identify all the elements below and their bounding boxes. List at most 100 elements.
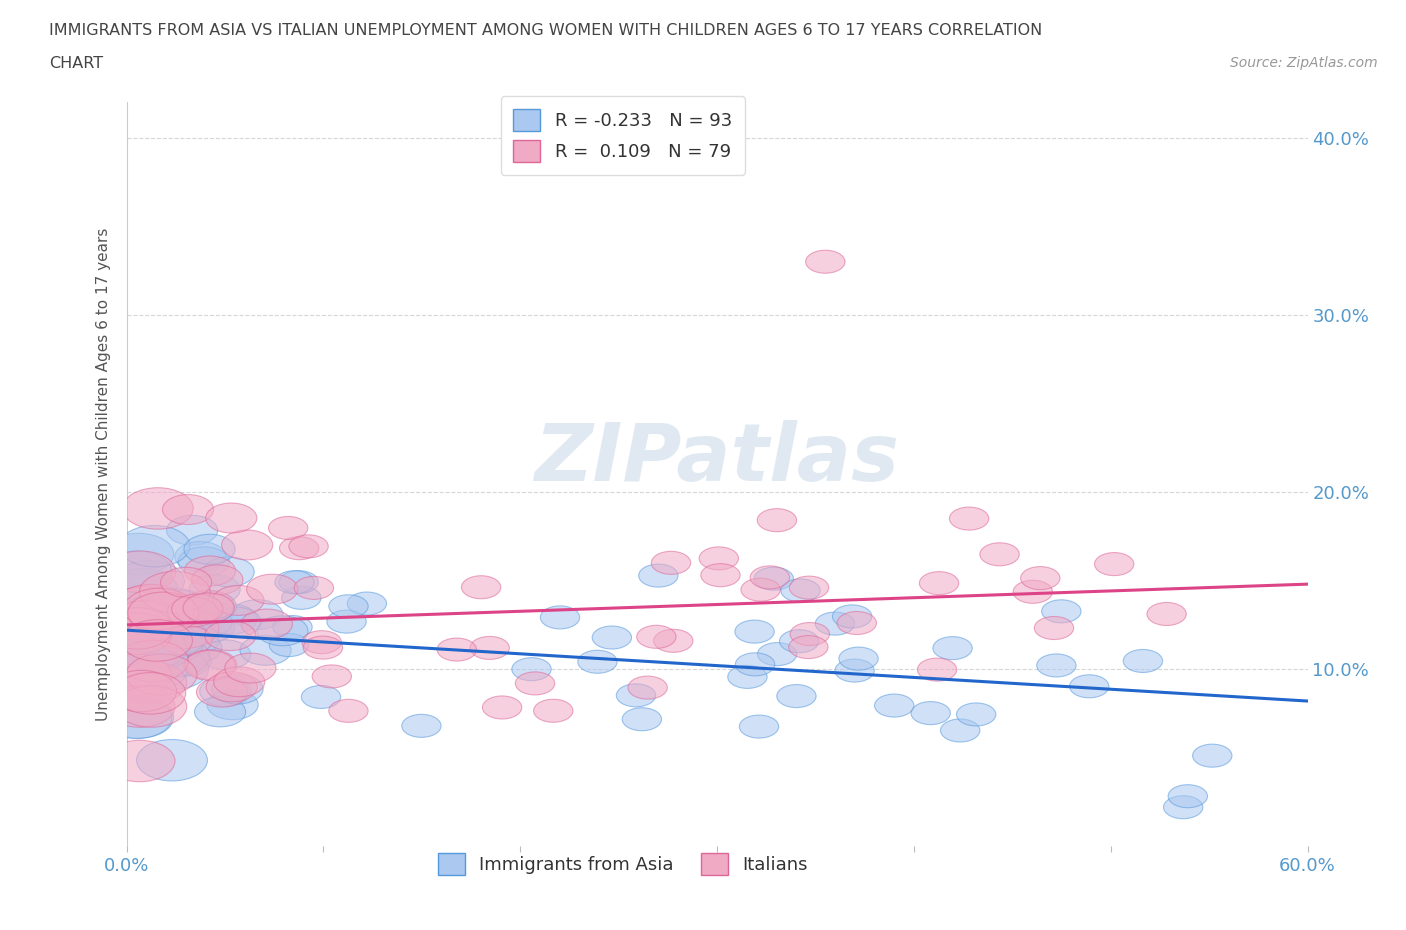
Ellipse shape <box>191 565 243 595</box>
Ellipse shape <box>115 662 187 703</box>
Ellipse shape <box>837 612 876 634</box>
Ellipse shape <box>184 613 235 643</box>
Ellipse shape <box>172 594 224 624</box>
Ellipse shape <box>125 611 195 653</box>
Ellipse shape <box>139 589 209 630</box>
Ellipse shape <box>160 567 212 597</box>
Ellipse shape <box>101 654 172 696</box>
Ellipse shape <box>790 622 830 645</box>
Ellipse shape <box>101 551 172 592</box>
Y-axis label: Unemployment Among Women with Children Ages 6 to 17 years: Unemployment Among Women with Children A… <box>96 228 111 721</box>
Ellipse shape <box>934 637 973 659</box>
Ellipse shape <box>741 578 780 601</box>
Ellipse shape <box>184 650 235 681</box>
Ellipse shape <box>789 576 828 599</box>
Ellipse shape <box>121 595 191 636</box>
Ellipse shape <box>205 503 257 533</box>
Ellipse shape <box>1147 603 1187 626</box>
Ellipse shape <box>269 516 308 539</box>
Ellipse shape <box>205 620 256 651</box>
Ellipse shape <box>1070 675 1109 698</box>
Ellipse shape <box>1164 796 1204 818</box>
Ellipse shape <box>512 658 551 681</box>
Ellipse shape <box>122 487 193 529</box>
Ellipse shape <box>160 625 212 655</box>
Ellipse shape <box>115 685 187 727</box>
Ellipse shape <box>222 530 273 560</box>
Ellipse shape <box>1168 785 1208 808</box>
Ellipse shape <box>117 595 188 637</box>
Ellipse shape <box>242 609 292 639</box>
Ellipse shape <box>534 699 574 723</box>
Ellipse shape <box>461 576 501 599</box>
Ellipse shape <box>294 577 333 600</box>
Ellipse shape <box>166 515 218 545</box>
Ellipse shape <box>101 626 172 668</box>
Ellipse shape <box>194 697 246 727</box>
Ellipse shape <box>280 537 319 560</box>
Ellipse shape <box>136 739 208 781</box>
Ellipse shape <box>138 636 209 677</box>
Ellipse shape <box>578 650 617 673</box>
Ellipse shape <box>288 535 328 558</box>
Ellipse shape <box>108 603 180 644</box>
Text: ZIPatlas: ZIPatlas <box>534 420 900 498</box>
Ellipse shape <box>101 698 172 738</box>
Ellipse shape <box>207 671 257 702</box>
Ellipse shape <box>1192 744 1232 767</box>
Ellipse shape <box>184 556 235 586</box>
Ellipse shape <box>118 640 188 682</box>
Ellipse shape <box>735 653 775 676</box>
Ellipse shape <box>136 615 207 657</box>
Ellipse shape <box>200 640 250 670</box>
Ellipse shape <box>482 696 522 719</box>
Ellipse shape <box>120 630 190 671</box>
Ellipse shape <box>188 575 240 604</box>
Ellipse shape <box>225 653 276 683</box>
Ellipse shape <box>101 607 173 649</box>
Text: IMMIGRANTS FROM ASIA VS ITALIAN UNEMPLOYMENT AMONG WOMEN WITH CHILDREN AGES 6 TO: IMMIGRANTS FROM ASIA VS ITALIAN UNEMPLOY… <box>49 23 1042 38</box>
Ellipse shape <box>789 635 828 658</box>
Ellipse shape <box>104 740 174 782</box>
Ellipse shape <box>115 672 186 714</box>
Ellipse shape <box>212 674 263 704</box>
Ellipse shape <box>181 607 232 637</box>
Ellipse shape <box>232 600 283 630</box>
Ellipse shape <box>183 591 235 620</box>
Ellipse shape <box>205 604 257 634</box>
Ellipse shape <box>516 671 555 695</box>
Ellipse shape <box>1035 617 1074 640</box>
Ellipse shape <box>183 593 235 623</box>
Ellipse shape <box>104 685 174 727</box>
Ellipse shape <box>257 616 308 645</box>
Ellipse shape <box>1036 654 1076 677</box>
Ellipse shape <box>103 697 174 738</box>
Ellipse shape <box>209 607 262 637</box>
Ellipse shape <box>1014 580 1053 604</box>
Ellipse shape <box>110 601 180 642</box>
Ellipse shape <box>1094 552 1133 576</box>
Ellipse shape <box>806 250 845 273</box>
Ellipse shape <box>160 646 211 676</box>
Ellipse shape <box>728 665 768 688</box>
Ellipse shape <box>735 620 775 644</box>
Ellipse shape <box>163 495 214 525</box>
Ellipse shape <box>835 659 875 682</box>
Ellipse shape <box>437 638 477 661</box>
Ellipse shape <box>105 671 177 711</box>
Ellipse shape <box>117 649 187 690</box>
Ellipse shape <box>278 571 318 593</box>
Ellipse shape <box>202 557 254 587</box>
Ellipse shape <box>212 586 264 616</box>
Ellipse shape <box>174 541 226 572</box>
Legend: Immigrants from Asia, Italians: Immigrants from Asia, Italians <box>430 845 815 882</box>
Ellipse shape <box>127 654 197 696</box>
Ellipse shape <box>170 632 222 662</box>
Ellipse shape <box>132 624 202 665</box>
Ellipse shape <box>108 587 180 628</box>
Ellipse shape <box>101 625 172 666</box>
Ellipse shape <box>115 584 186 626</box>
Ellipse shape <box>302 631 342 654</box>
Ellipse shape <box>114 599 186 641</box>
Ellipse shape <box>540 605 579 629</box>
